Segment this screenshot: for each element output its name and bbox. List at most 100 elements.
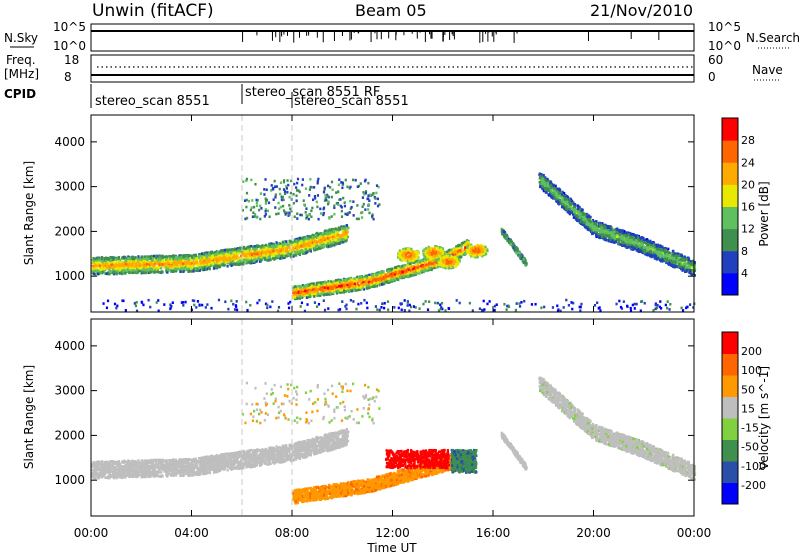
nsky-right-tick-top: 10^5 [708,20,741,34]
power-cell [132,269,134,272]
power-cell [261,244,263,247]
power-cell [303,286,305,289]
power-cell [265,244,267,247]
power-cell [306,291,308,294]
power-cell [379,274,381,277]
power-cell [405,253,407,256]
power-cell [302,292,304,295]
power-cell [412,253,414,256]
power-cell [142,268,144,271]
power-cell [422,249,424,252]
power-cell [392,272,394,275]
power-cell [309,249,311,252]
power-cell [304,238,306,241]
power-cell [366,285,368,288]
power-cell [264,251,266,254]
power-cell [296,247,298,250]
power-cell [208,259,210,262]
power-cell [449,261,451,264]
power-cell [358,289,360,292]
power-cell [272,250,274,253]
power-cell [393,276,395,279]
power-cell [324,286,326,289]
power-cell [119,264,121,267]
power-cell [127,269,129,272]
power-cell [343,228,345,231]
power-cell [226,255,228,258]
power-cell [94,265,96,268]
power-cell [413,255,415,258]
power-cell [267,253,269,256]
power-cell [118,257,120,260]
power-cell [299,286,301,289]
nsky-strip: N.Sky 10^5 10^0 10^5 10^0 N.Search [4,20,800,53]
power-cell [306,284,308,287]
power-cell [293,250,295,253]
power-cell [168,265,170,268]
power-cell [158,267,160,270]
power-cell [215,265,217,268]
power-cell [401,254,403,257]
power-cell [448,249,450,252]
power-cell [201,262,203,265]
power-cell [313,288,315,291]
power-cell [453,251,455,254]
power-cell [270,249,272,252]
power-cell [416,251,418,254]
power-cell [337,282,339,285]
power-cell [325,293,327,296]
power-cell [96,262,98,265]
power-cell [325,232,327,235]
power-cell [368,276,370,279]
power-cell [202,267,204,270]
power-cell [268,256,270,259]
power-cell [453,257,455,260]
power-cell [281,255,283,258]
power-cell [106,272,108,275]
power-cell [182,256,184,259]
power-cell [112,269,114,272]
power-cell [378,279,380,282]
power-cell [272,245,274,248]
power-cell [155,261,157,264]
power-cell [313,291,315,294]
power-cell [309,235,311,238]
power-cell [182,262,184,265]
power-cell [230,252,232,255]
power-cell [116,264,118,267]
power-cell [322,238,324,241]
power-cell [189,263,191,266]
power-cell [124,260,126,263]
cpid-strip: CPID stereo_scan 8551 stereo_scan 8551 R… [4,84,409,109]
power-cell [96,269,98,272]
power-cell [238,263,240,266]
power-cell [471,254,473,257]
power-cell [145,272,147,275]
power-cell [396,278,398,281]
power-cell [215,253,217,256]
power-cell [174,268,176,271]
power-cell [138,263,140,266]
power-cell [219,261,221,264]
power-cell [382,271,384,274]
power-cell [137,255,139,258]
power-cell [154,266,156,269]
power-cell [109,269,111,272]
power-cell [217,265,219,268]
power-cell [115,268,117,271]
power-cell [322,289,324,292]
power-cell [306,240,308,243]
power-cell [399,277,401,280]
power-cell [446,259,448,262]
power-cell [174,260,176,263]
power-cell [302,245,304,248]
power-cell [160,267,162,270]
nsky-label: N.Sky [4,31,38,45]
power-cell [161,263,163,266]
power-cell [296,289,298,292]
power-cell [136,268,138,271]
power-cell [315,248,317,251]
power-cell [208,263,210,266]
power-cell [247,250,249,253]
power-cell [358,284,360,287]
